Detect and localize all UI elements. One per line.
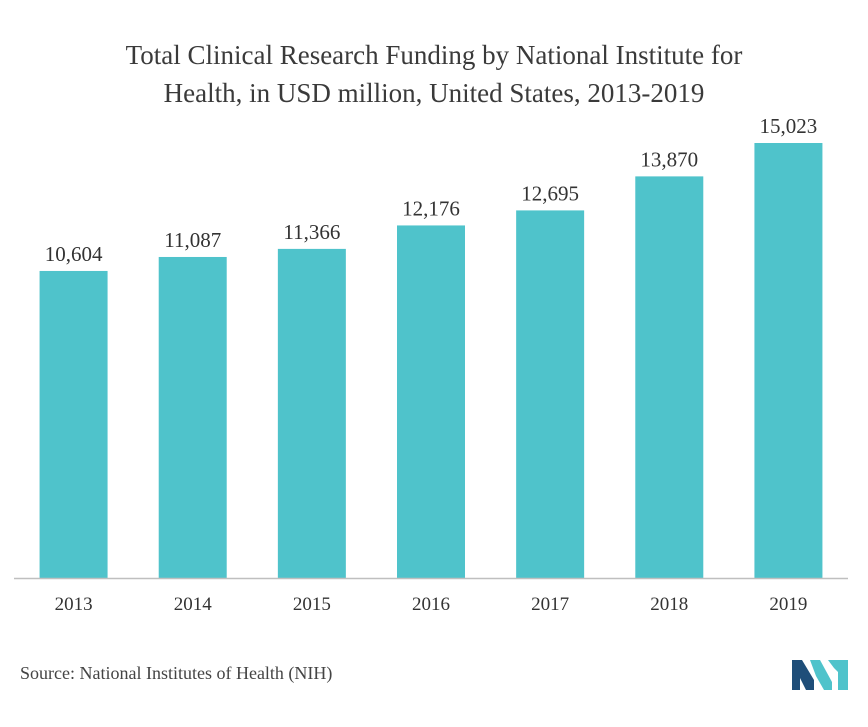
x-tick-label-2017: 2017 <box>531 594 569 615</box>
chart-title: Total Clinical Research Funding by Natio… <box>0 36 868 112</box>
bar-2016 <box>397 225 465 579</box>
value-labels-group: 10,604 11,087 11,366 12,176 12,695 13,870 15,0… <box>45 114 818 266</box>
value-label-2014: 11,087 <box>164 228 221 252</box>
x-tick-label-2018: 2018 <box>650 594 688 615</box>
mordor-intelligence-logo-icon <box>792 660 848 690</box>
bar-chart: 10,604 11,087 11,366 12,176 12,695 13,870 15,0… <box>14 114 848 615</box>
value-label-2015: 11,366 <box>283 220 340 244</box>
source-text: Source: National Institutes of Health (N… <box>20 663 333 683</box>
value-label-2018: 13,870 <box>640 147 698 171</box>
x-tick-label-2014: 2014 <box>174 594 213 615</box>
x-tick-label-2013: 2013 <box>55 594 93 615</box>
bar-2017 <box>516 210 585 579</box>
value-label-2017: 12,695 <box>521 181 579 205</box>
logo-shape-left <box>792 660 814 690</box>
x-tick-labels-group: 2013 2014 2015 2016 2017 2018 2019 <box>55 594 808 615</box>
x-tick-label-2016: 2016 <box>412 594 450 615</box>
chart-title-line-1: Total Clinical Research Funding by Natio… <box>125 40 743 70</box>
chart-title-line-2: Health, in USD million, United States, 2… <box>163 78 705 108</box>
bar-2014 <box>158 256 227 578</box>
logo-shape-right <box>828 660 848 690</box>
value-label-2016: 12,176 <box>402 196 460 220</box>
bar-2019 <box>754 143 823 578</box>
value-label-2013: 10,604 <box>45 242 103 266</box>
logo-shape-middle <box>810 660 832 690</box>
bar-2018 <box>635 176 704 578</box>
x-tick-label-2019: 2019 <box>769 594 807 615</box>
bar-2015 <box>277 248 346 579</box>
x-tick-label-2015: 2015 <box>293 594 331 615</box>
bar-2013 <box>39 270 108 578</box>
value-label-2019: 15,023 <box>760 114 818 138</box>
bars-group <box>39 143 823 579</box>
